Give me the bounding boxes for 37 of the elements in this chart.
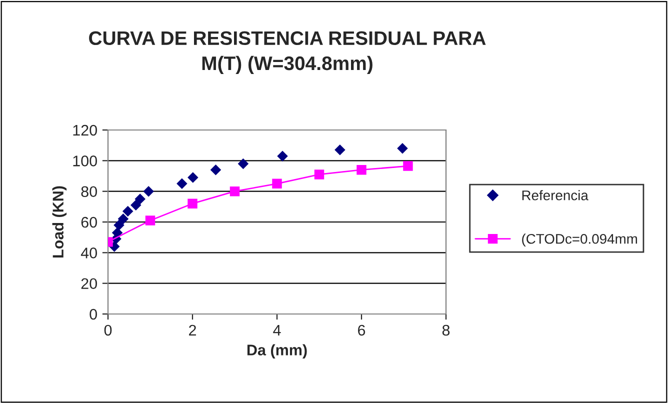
x-tick-label: 2 — [189, 324, 196, 336]
chart-title: CURVA DE RESISTENCIA RESIDUAL PARA M(T) (W=304.8mm) — [89, 31, 486, 74]
x-tick-label: 6 — [358, 324, 366, 336]
y-axis-title: Load (KN) — [52, 186, 67, 258]
y-tick-label: 20 — [81, 278, 97, 290]
point — [210, 164, 222, 176]
x-tick-label: 0 — [104, 324, 112, 336]
point — [230, 186, 240, 196]
y-tick-label: 0 — [90, 308, 97, 320]
point — [118, 214, 129, 224]
x-tick-label: 4 — [273, 324, 281, 336]
point — [403, 161, 413, 171]
point — [134, 194, 146, 204]
point — [356, 165, 366, 175]
point — [122, 206, 134, 217]
legend-label: Referencia — [522, 190, 588, 200]
point — [188, 172, 198, 183]
y-tick-label: 120 — [73, 124, 97, 136]
y-tick-label: 100 — [73, 156, 97, 166]
y-tick-label: 40 — [80, 248, 97, 258]
legend-label: (CTODc=0.094mm — [522, 234, 637, 247]
point — [145, 216, 156, 226]
x-axis-title: Da (mm) — [247, 344, 307, 358]
x-tick-label: 8 — [442, 324, 450, 336]
point — [314, 170, 324, 180]
point — [176, 178, 188, 190]
point — [277, 150, 288, 162]
point — [188, 198, 198, 208]
point — [114, 220, 124, 230]
point — [143, 186, 154, 197]
point — [238, 158, 249, 170]
point — [334, 144, 346, 156]
point — [130, 200, 142, 211]
point — [397, 143, 408, 154]
point — [272, 178, 282, 189]
y-tick-label: 80 — [81, 186, 97, 198]
y-tick-label: 60 — [81, 216, 97, 228]
